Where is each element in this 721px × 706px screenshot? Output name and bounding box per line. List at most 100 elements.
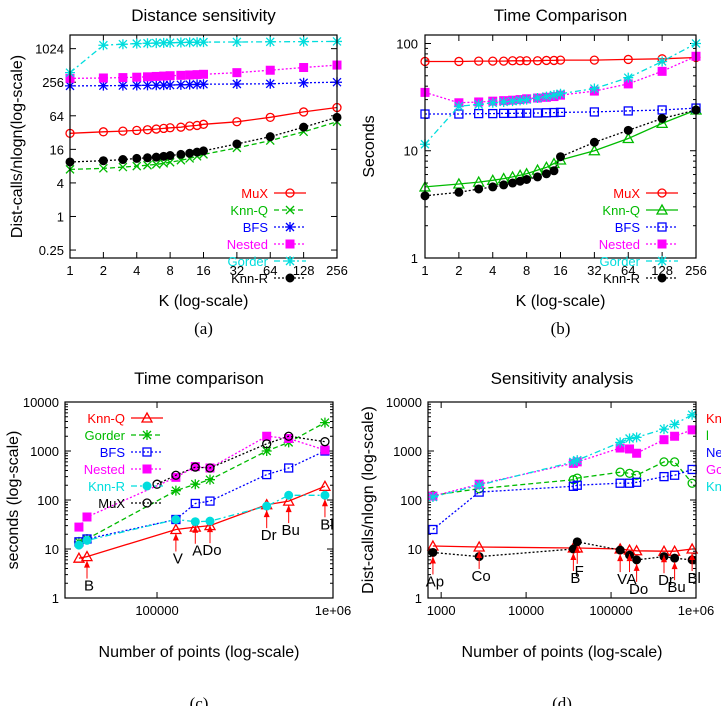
data-point — [131, 80, 142, 91]
series-group — [426, 409, 699, 565]
annotation-arrowhead — [285, 505, 292, 513]
y-axis-label: Dist-calls/nlogn(log-scale) — [9, 55, 26, 238]
data-point — [488, 182, 498, 192]
x-axis-label: K (log-scale) — [516, 293, 606, 310]
data-point — [572, 455, 583, 466]
data-point — [589, 137, 599, 147]
plot-frame — [424, 34, 697, 259]
data-point — [589, 107, 600, 117]
chart-title: Sensitivity analysis — [491, 369, 634, 388]
data-point — [656, 117, 669, 129]
annotation-label: Bu — [282, 522, 300, 539]
data-point — [198, 37, 209, 48]
data-point — [192, 79, 203, 90]
data-point — [158, 37, 169, 48]
data-point — [657, 56, 668, 67]
y-tick-label: 1 — [57, 209, 64, 224]
series-line — [432, 468, 693, 531]
y-tick-label: 1000 — [30, 444, 59, 459]
annotation-label: B — [84, 578, 94, 595]
series-line — [432, 461, 693, 496]
data-point — [473, 99, 484, 110]
data-point — [198, 79, 209, 90]
x-tick-label: 4 — [133, 263, 140, 278]
data-point — [165, 80, 176, 91]
panel-caption: (d) — [552, 694, 572, 706]
data-point — [184, 79, 195, 90]
data-point — [588, 144, 601, 156]
data-point — [488, 56, 498, 66]
data-point — [159, 123, 169, 134]
data-point — [549, 166, 559, 176]
data-point — [319, 417, 330, 428]
chart-panel-4: Sensitivity analysis Number of points (lo… — [360, 369, 721, 706]
y-axis-label: seconds (log-scale) — [5, 431, 22, 570]
annotation-label: V — [173, 551, 183, 568]
legend-label: Knn-Q — [602, 203, 640, 218]
annotation-arrowhead — [633, 563, 640, 571]
y-tick-label: 4 — [57, 176, 64, 191]
data-point — [176, 70, 186, 80]
annotation-arrowhead — [172, 533, 179, 541]
legend-label: Knn-R — [88, 479, 125, 494]
legend-marker — [285, 256, 295, 266]
x-tick-label: 1 — [421, 263, 428, 278]
chart-title: Distance sensitivity — [131, 6, 276, 25]
series-line — [432, 541, 693, 561]
data-point — [231, 78, 242, 89]
data-point — [165, 157, 175, 167]
data-point — [265, 132, 275, 142]
annotation-arrowhead — [689, 553, 696, 560]
data-point — [232, 117, 242, 127]
series-line — [69, 121, 338, 171]
annotation-arrowhead — [660, 555, 667, 563]
data-point — [165, 37, 176, 48]
data-point — [499, 180, 509, 190]
data-point — [205, 516, 215, 526]
data-point — [298, 77, 309, 88]
legend-fragment: l — [706, 428, 709, 443]
data-point — [454, 56, 464, 67]
data-point — [556, 152, 565, 162]
data-point — [118, 155, 128, 165]
series-line — [425, 56, 697, 63]
data-point — [532, 56, 543, 66]
data-point — [199, 69, 208, 79]
data-point — [555, 55, 566, 65]
y-tick-label: 100 — [396, 36, 418, 51]
y-tick-label: 10 — [45, 542, 59, 557]
data-point — [72, 551, 86, 563]
series-line — [424, 55, 697, 104]
data-point — [568, 456, 579, 467]
series-line — [424, 109, 697, 188]
series-line — [432, 429, 693, 497]
data-point — [657, 113, 667, 123]
x-tick-label: 128 — [651, 263, 673, 278]
y-tick-label: 100 — [37, 493, 59, 508]
data-point — [143, 160, 152, 170]
x-tick-label: 8 — [523, 263, 530, 278]
data-point — [541, 169, 551, 179]
data-point — [165, 151, 175, 161]
annotation-label: Dr — [658, 572, 674, 589]
legend-marker — [657, 239, 667, 249]
data-point — [265, 65, 275, 75]
data-point — [508, 178, 518, 188]
data-point — [98, 156, 108, 166]
data-point — [199, 146, 208, 156]
data-point — [176, 122, 186, 132]
data-point — [687, 425, 697, 435]
data-point — [657, 66, 667, 76]
data-point — [622, 132, 635, 144]
data-point — [632, 555, 642, 565]
data-point — [589, 83, 600, 94]
data-point — [507, 96, 518, 107]
data-point — [659, 435, 669, 445]
data-point — [151, 159, 161, 169]
x-tick-label: 2 — [455, 263, 462, 278]
data-point — [669, 419, 680, 430]
data-point — [142, 153, 152, 163]
series-line — [78, 435, 326, 528]
data-point — [624, 478, 635, 488]
